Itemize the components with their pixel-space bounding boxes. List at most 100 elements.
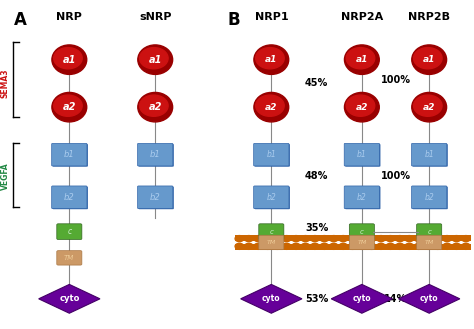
Circle shape: [264, 243, 272, 249]
Circle shape: [329, 236, 338, 241]
Circle shape: [443, 243, 451, 249]
Text: 100%: 100%: [381, 171, 410, 181]
Text: c: c: [360, 229, 364, 235]
FancyBboxPatch shape: [259, 235, 284, 250]
Circle shape: [414, 236, 423, 241]
FancyBboxPatch shape: [255, 187, 290, 209]
FancyBboxPatch shape: [57, 224, 82, 240]
Text: NRP2A: NRP2A: [341, 12, 383, 22]
Circle shape: [339, 243, 347, 249]
Circle shape: [273, 236, 282, 241]
Text: b1: b1: [357, 150, 367, 159]
Text: a2: a2: [63, 102, 76, 112]
Text: sNRP: sNRP: [139, 12, 172, 22]
FancyBboxPatch shape: [52, 143, 87, 166]
Ellipse shape: [139, 48, 168, 69]
Text: a2: a2: [423, 103, 436, 112]
FancyBboxPatch shape: [138, 187, 174, 209]
Text: a1: a1: [148, 55, 162, 65]
Circle shape: [320, 236, 328, 241]
Text: A: A: [14, 11, 27, 29]
Polygon shape: [399, 284, 460, 313]
Text: b2: b2: [357, 193, 367, 202]
Circle shape: [245, 243, 253, 249]
Circle shape: [339, 236, 347, 241]
Circle shape: [452, 243, 461, 249]
Circle shape: [301, 243, 310, 249]
FancyBboxPatch shape: [349, 235, 374, 250]
Circle shape: [348, 236, 357, 241]
Ellipse shape: [254, 92, 289, 122]
Polygon shape: [241, 284, 302, 313]
Text: TM: TM: [64, 255, 74, 261]
Text: b1: b1: [64, 150, 75, 159]
FancyBboxPatch shape: [412, 187, 448, 209]
Ellipse shape: [346, 48, 375, 69]
Ellipse shape: [412, 92, 447, 122]
FancyBboxPatch shape: [137, 143, 173, 166]
Text: c: c: [427, 229, 431, 235]
Circle shape: [358, 243, 366, 249]
Circle shape: [433, 243, 442, 249]
Circle shape: [292, 243, 301, 249]
Text: NRP1: NRP1: [255, 12, 288, 22]
Ellipse shape: [413, 48, 442, 69]
FancyBboxPatch shape: [411, 143, 447, 166]
FancyBboxPatch shape: [255, 144, 290, 166]
Polygon shape: [39, 284, 100, 313]
Circle shape: [348, 243, 357, 249]
Circle shape: [405, 243, 414, 249]
Ellipse shape: [138, 45, 173, 74]
Circle shape: [396, 236, 404, 241]
Circle shape: [254, 236, 263, 241]
Circle shape: [310, 243, 319, 249]
Text: 53%: 53%: [305, 294, 328, 304]
Circle shape: [283, 236, 291, 241]
Text: NRP: NRP: [56, 12, 82, 22]
Circle shape: [283, 243, 291, 249]
Circle shape: [245, 236, 253, 241]
Circle shape: [367, 236, 376, 241]
Circle shape: [386, 243, 395, 249]
FancyBboxPatch shape: [254, 143, 289, 166]
Circle shape: [367, 243, 376, 249]
Polygon shape: [331, 284, 392, 313]
Ellipse shape: [346, 95, 375, 116]
Circle shape: [414, 243, 423, 249]
FancyBboxPatch shape: [349, 224, 374, 240]
Circle shape: [396, 243, 404, 249]
Text: 100%: 100%: [381, 75, 410, 85]
Circle shape: [273, 243, 282, 249]
Circle shape: [377, 236, 385, 241]
Ellipse shape: [413, 95, 442, 116]
FancyBboxPatch shape: [344, 186, 380, 209]
Circle shape: [424, 243, 432, 249]
FancyBboxPatch shape: [345, 144, 381, 166]
Ellipse shape: [54, 95, 82, 116]
Circle shape: [264, 236, 272, 241]
Text: a2: a2: [356, 103, 368, 112]
FancyBboxPatch shape: [53, 187, 88, 209]
Ellipse shape: [345, 45, 379, 74]
Text: 35%: 35%: [305, 223, 328, 233]
FancyBboxPatch shape: [57, 251, 82, 265]
Text: a1: a1: [423, 55, 436, 64]
Circle shape: [254, 243, 263, 249]
Circle shape: [329, 243, 338, 249]
Ellipse shape: [52, 45, 87, 74]
FancyBboxPatch shape: [411, 186, 447, 209]
Circle shape: [301, 236, 310, 241]
FancyBboxPatch shape: [345, 187, 381, 209]
FancyBboxPatch shape: [417, 224, 442, 240]
Text: c: c: [269, 229, 273, 235]
Circle shape: [292, 236, 301, 241]
Circle shape: [386, 236, 395, 241]
FancyBboxPatch shape: [53, 144, 88, 166]
Ellipse shape: [345, 92, 379, 122]
Text: TM: TM: [425, 240, 434, 245]
Bar: [235, 241, 471, 244]
Text: b2: b2: [266, 193, 276, 202]
Circle shape: [358, 236, 366, 241]
Circle shape: [377, 243, 385, 249]
Circle shape: [462, 236, 470, 241]
